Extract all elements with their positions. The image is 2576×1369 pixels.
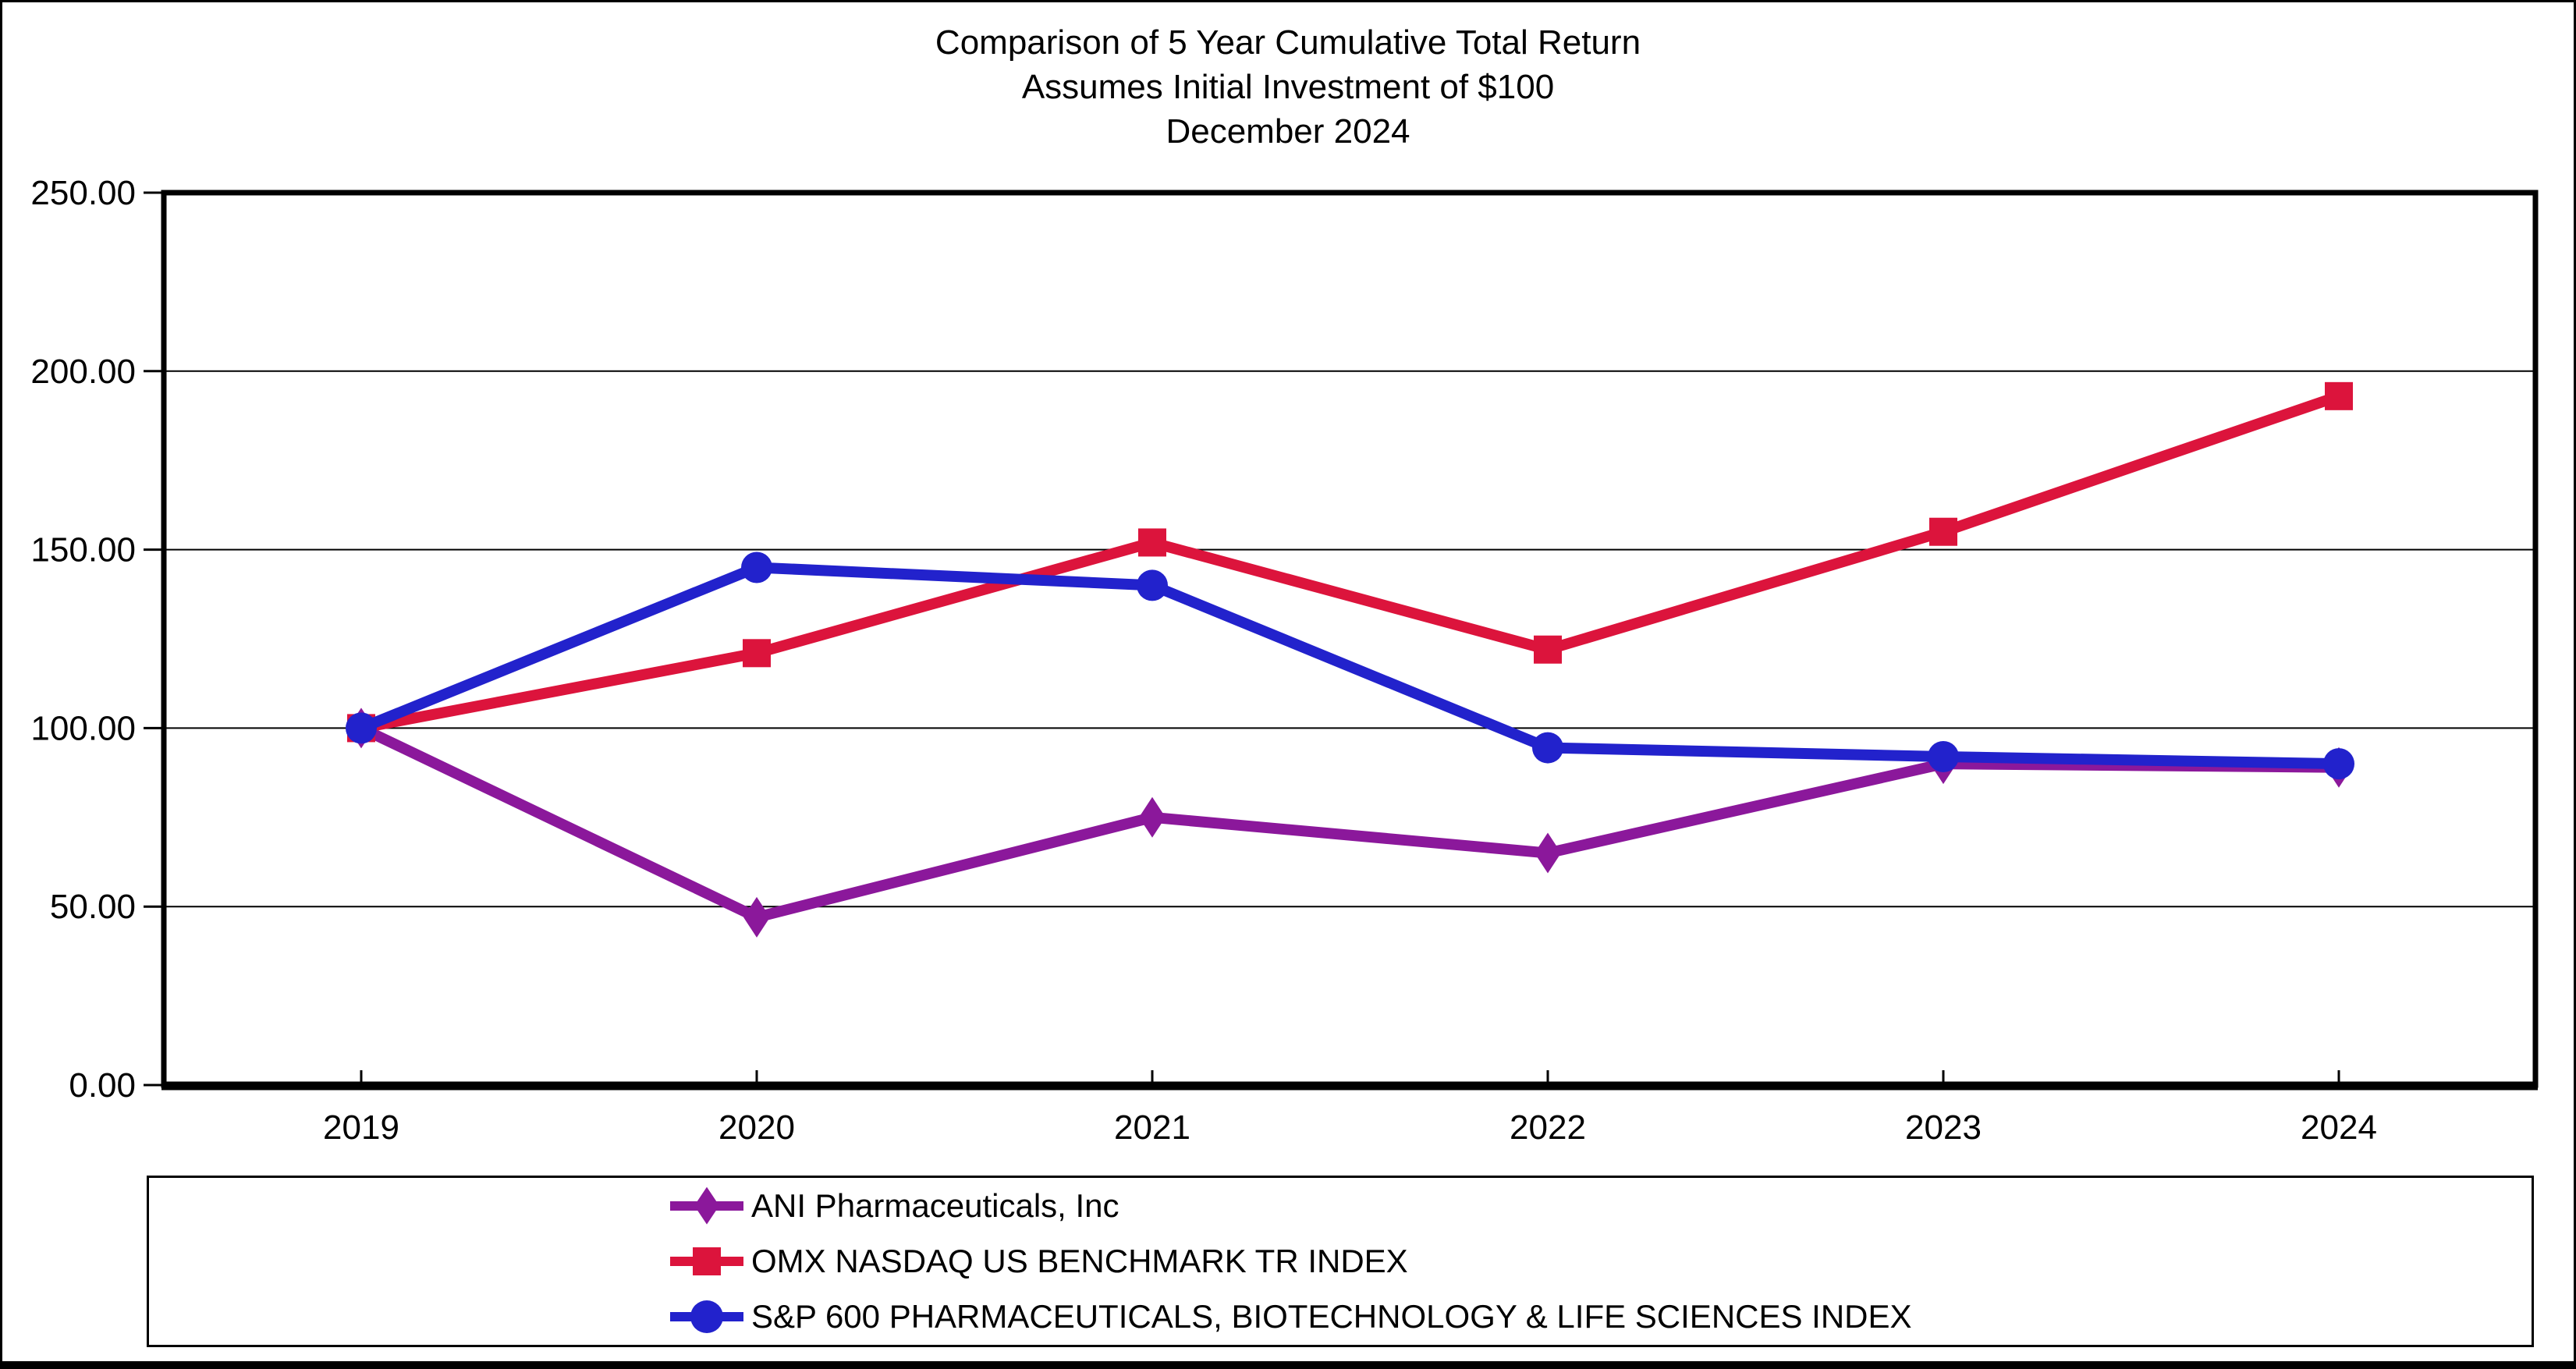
marker-circle: [1137, 569, 1168, 601]
plot-border: [161, 190, 2539, 1088]
legend-key-sp600: [670, 1295, 743, 1339]
legend-label-ani: ANI Pharmaceuticals, Inc: [751, 1186, 1119, 1224]
legend-label-omx: OMX NASDAQ US BENCHMARK TR INDEX: [751, 1242, 1408, 1279]
series-line-2: [359, 562, 2340, 770]
square-marker-icon: [693, 1247, 721, 1275]
marker-square: [1138, 528, 1166, 557]
y-axis-tick-label: 200.00: [30, 353, 136, 391]
marker-square: [2325, 381, 2353, 410]
marker-square: [1534, 635, 1562, 664]
chart-title-line3: December 2024: [1166, 112, 1410, 151]
chart-title-line2: Assumes Initial Investment of $100: [1021, 68, 1555, 106]
y-axis-tick-label: 250.00: [30, 174, 136, 212]
legend-label-sp600: S&P 600 PHARMACEUTICALS, BIOTECHNOLOGY &…: [751, 1298, 1912, 1335]
marker-circle: [346, 712, 377, 744]
series-line-0: [358, 723, 2340, 923]
marker-diamond: [743, 896, 770, 938]
legend-item-omx: OMX NASDAQ US BENCHMARK TR INDEX: [670, 1240, 2532, 1283]
y-axis-tick-label: 100.00: [30, 709, 136, 747]
series-line-1: [360, 391, 2341, 734]
x-axis-tick-label: 2022: [1510, 1108, 1586, 1147]
marker-circle: [2323, 748, 2354, 780]
marker-circle: [741, 552, 772, 583]
x-axis-tick-label: 2020: [719, 1108, 795, 1147]
marker-diamond: [1139, 796, 1166, 838]
x-axis-tick-label: 2024: [2301, 1108, 2377, 1147]
legend-key-omx: [670, 1240, 743, 1283]
marker-circle: [1928, 741, 1959, 773]
marker-circle: [1532, 732, 1563, 764]
legend-item-ani: ANI Pharmaceuticals, Inc: [670, 1184, 2532, 1228]
marker-square: [743, 639, 771, 668]
marker-diamond: [1535, 832, 1561, 874]
legend-box: ANI Pharmaceuticals, Inc OMX NASDAQ US B…: [147, 1176, 2534, 1347]
y-axis-tick-label: 150.00: [30, 531, 136, 569]
circle-marker-icon: [690, 1300, 723, 1334]
x-axis-tick-label: 2023: [1905, 1108, 1982, 1147]
chart-title-line1: Comparison of 5 Year Cumulative Total Re…: [935, 23, 1641, 62]
y-axis-tick-label: 50.00: [50, 888, 136, 926]
marker-square: [1929, 517, 1957, 546]
diamond-marker-icon: [694, 1186, 719, 1225]
legend-key-ani: [670, 1184, 743, 1228]
legend-item-sp600: S&P 600 PHARMACEUTICALS, BIOTECHNOLOGY &…: [670, 1295, 2532, 1339]
x-axis-tick-label: 2019: [323, 1108, 399, 1147]
x-axis-tick-label: 2021: [1114, 1108, 1190, 1147]
chart-title: Comparison of 5 Year Cumulative Total Re…: [0, 20, 2576, 154]
y-axis-tick-label: 0.00: [69, 1066, 136, 1105]
